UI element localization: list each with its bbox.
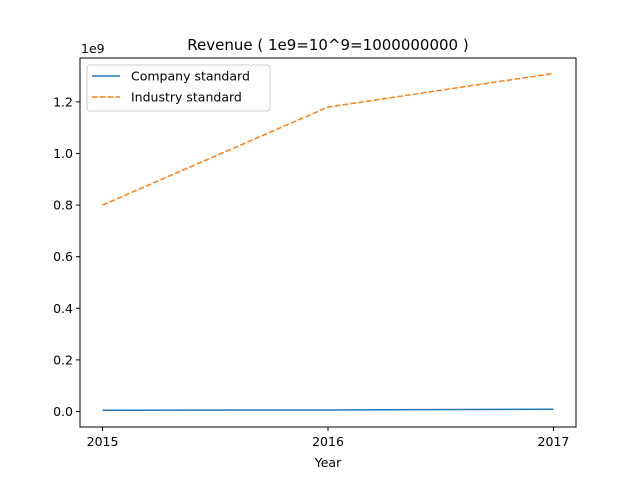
y-tick-label: 0.2 xyxy=(53,352,73,367)
x-tick-label: 2016 xyxy=(312,434,344,449)
series-line-company-standard xyxy=(102,408,554,411)
series-layer xyxy=(102,72,554,411)
chart-title: Revenue ( 1e9=10^9=1000000000 ) xyxy=(187,36,468,54)
y-tick-label: 1.2 xyxy=(53,94,73,109)
y-axis-ticks: 0.0 0.2 0.4 0.6 0.8 1.0 1.2 xyxy=(53,94,80,419)
plot-frame xyxy=(79,57,577,428)
x-tick-label: 2017 xyxy=(538,434,570,449)
y-tick-label: 1.0 xyxy=(53,146,73,161)
legend-label: Industry standard xyxy=(131,90,242,105)
series-line-industry-standard xyxy=(102,72,554,206)
y-tick-label: 0.0 xyxy=(53,404,73,419)
x-axis-ticks: 2015 2016 2017 xyxy=(87,427,570,449)
y-tick-label: 0.8 xyxy=(53,198,73,213)
y-offset-text: 1e9 xyxy=(81,41,105,56)
x-axis-label: Year xyxy=(314,455,342,470)
legend: Company standard Industry standard xyxy=(86,64,271,112)
legend-label: Company standard xyxy=(131,69,250,84)
legend-box xyxy=(86,64,271,112)
x-tick-label: 2015 xyxy=(87,434,119,449)
y-tick-label: 0.6 xyxy=(53,249,73,264)
y-tick-label: 0.4 xyxy=(53,301,73,316)
